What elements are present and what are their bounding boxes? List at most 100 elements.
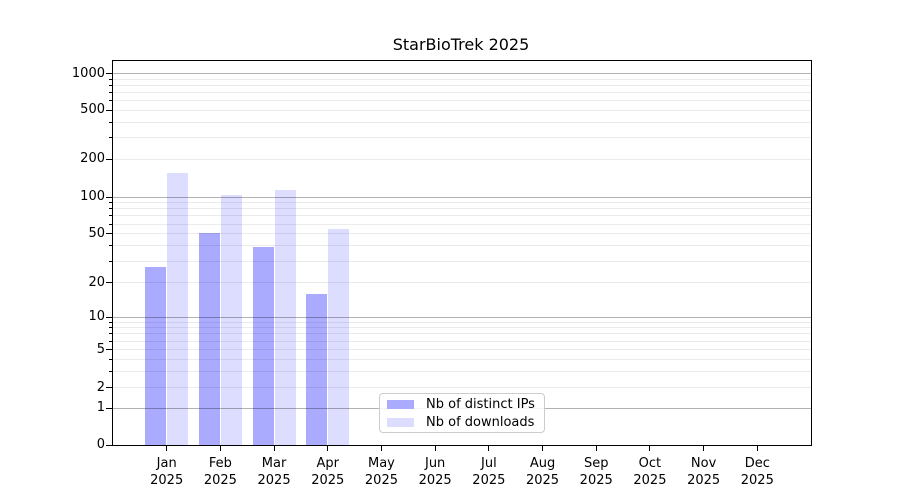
x-tick — [488, 446, 489, 451]
bar-distinct-ips — [199, 233, 220, 445]
y-tick-label: 20 — [45, 275, 105, 290]
plot-area: 01251020501002005001000Jan2025Feb2025Mar… — [112, 60, 812, 446]
y-tick-label: 500 — [45, 102, 105, 117]
legend-label: Nb of distinct IPs — [426, 397, 535, 412]
x-tick-label: Mar2025 — [244, 455, 304, 489]
x-tick-month: Sep — [566, 455, 626, 472]
ips-swatch-icon — [387, 400, 414, 409]
x-tick-year: 2025 — [566, 472, 626, 489]
y-tick-label: 1000 — [45, 66, 105, 81]
y-minor-tick — [109, 224, 112, 225]
y-minor-tick — [109, 122, 112, 123]
y-gridline-minor — [113, 122, 811, 123]
chart-title: StarBioTrek 2025 — [112, 35, 810, 54]
y-gridline-minor — [113, 261, 811, 262]
x-tick-year: 2025 — [298, 472, 358, 489]
y-gridline-minor — [113, 387, 811, 388]
x-tick — [542, 446, 543, 451]
x-tick-month: Jun — [405, 455, 465, 472]
legend: Nb of distinct IPs Nb of downloads — [379, 393, 545, 433]
y-tick-label: 50 — [45, 226, 105, 241]
y-gridline-minor — [113, 100, 811, 101]
y-gridline-minor — [113, 341, 811, 342]
y-minor-tick — [109, 261, 112, 262]
y-gridline-minor — [113, 245, 811, 246]
x-tick — [327, 446, 328, 451]
x-tick-month: Oct — [620, 455, 680, 472]
bar-distinct-ips — [253, 247, 274, 445]
y-minor-tick — [109, 137, 112, 138]
y-tick — [106, 159, 112, 160]
x-tick-year: 2025 — [351, 472, 411, 489]
y-tick — [106, 233, 112, 234]
x-tick-label: Nov2025 — [674, 455, 734, 489]
y-tick-label: 1 — [45, 400, 105, 415]
chart-figure: StarBioTrek 2025 01251020501002005001000… — [0, 0, 900, 500]
x-tick-year: 2025 — [405, 472, 465, 489]
x-tick — [703, 446, 704, 451]
y-tick-label: 2 — [45, 380, 105, 395]
y-gridline-minor — [113, 159, 811, 160]
x-tick-month: Feb — [190, 455, 250, 472]
x-tick — [596, 446, 597, 451]
x-tick — [435, 446, 436, 451]
y-gridline-minor — [113, 137, 811, 138]
y-gridline-minor — [113, 327, 811, 328]
y-tick-label: 200 — [45, 151, 105, 166]
y-gridline-minor — [113, 110, 811, 111]
x-tick-month: Aug — [513, 455, 573, 472]
x-tick-label: Dec2025 — [727, 455, 787, 489]
y-minor-tick — [109, 85, 112, 86]
x-tick-label: Jun2025 — [405, 455, 465, 489]
x-tick-year: 2025 — [513, 472, 573, 489]
x-tick — [649, 446, 650, 451]
x-tick — [757, 446, 758, 451]
x-tick-year: 2025 — [674, 472, 734, 489]
y-gridline-minor — [113, 322, 811, 323]
y-minor-tick — [109, 245, 112, 246]
y-gridline-minor — [113, 233, 811, 234]
x-tick-year: 2025 — [244, 472, 304, 489]
x-tick — [166, 446, 167, 451]
x-tick-label: Apr2025 — [298, 455, 358, 489]
y-minor-tick — [109, 333, 112, 334]
x-tick-label: Jul2025 — [459, 455, 519, 489]
x-tick-label: Feb2025 — [190, 455, 250, 489]
x-tick-year: 2025 — [620, 472, 680, 489]
legend-label: Nb of downloads — [426, 415, 534, 430]
x-tick-month: Dec — [727, 455, 787, 472]
y-minor-tick — [109, 100, 112, 101]
y-tick-label: 5 — [45, 342, 105, 357]
legend-item-downloads: Nb of downloads — [387, 415, 544, 429]
x-tick-month: Apr — [298, 455, 358, 472]
y-minor-tick — [109, 341, 112, 342]
bar-downloads — [167, 173, 188, 445]
x-tick-year: 2025 — [137, 472, 197, 489]
x-tick-year: 2025 — [727, 472, 787, 489]
x-tick-month: Mar — [244, 455, 304, 472]
y-minor-tick — [109, 371, 112, 372]
y-gridline-minor — [113, 85, 811, 86]
y-tick — [106, 110, 112, 111]
y-tick — [106, 317, 112, 318]
y-gridline-major — [113, 197, 811, 198]
y-gridline-minor — [113, 349, 811, 350]
y-gridline-minor — [113, 224, 811, 225]
downloads-swatch-icon — [387, 418, 414, 427]
y-gridline-minor — [113, 282, 811, 283]
y-gridline-minor — [113, 202, 811, 203]
x-tick-month: Jan — [137, 455, 197, 472]
y-gridline-minor — [113, 215, 811, 216]
y-minor-tick — [109, 202, 112, 203]
y-tick-label: 100 — [45, 189, 105, 204]
y-minor-tick — [109, 79, 112, 80]
x-tick-label: May2025 — [351, 455, 411, 489]
y-tick — [106, 387, 112, 388]
x-tick-label: Sep2025 — [566, 455, 626, 489]
y-gridline-minor — [113, 371, 811, 372]
y-tick — [106, 73, 112, 74]
y-tick-label: 10 — [45, 309, 105, 324]
x-tick — [274, 446, 275, 451]
x-tick-label: Aug2025 — [513, 455, 573, 489]
y-tick — [106, 445, 112, 446]
